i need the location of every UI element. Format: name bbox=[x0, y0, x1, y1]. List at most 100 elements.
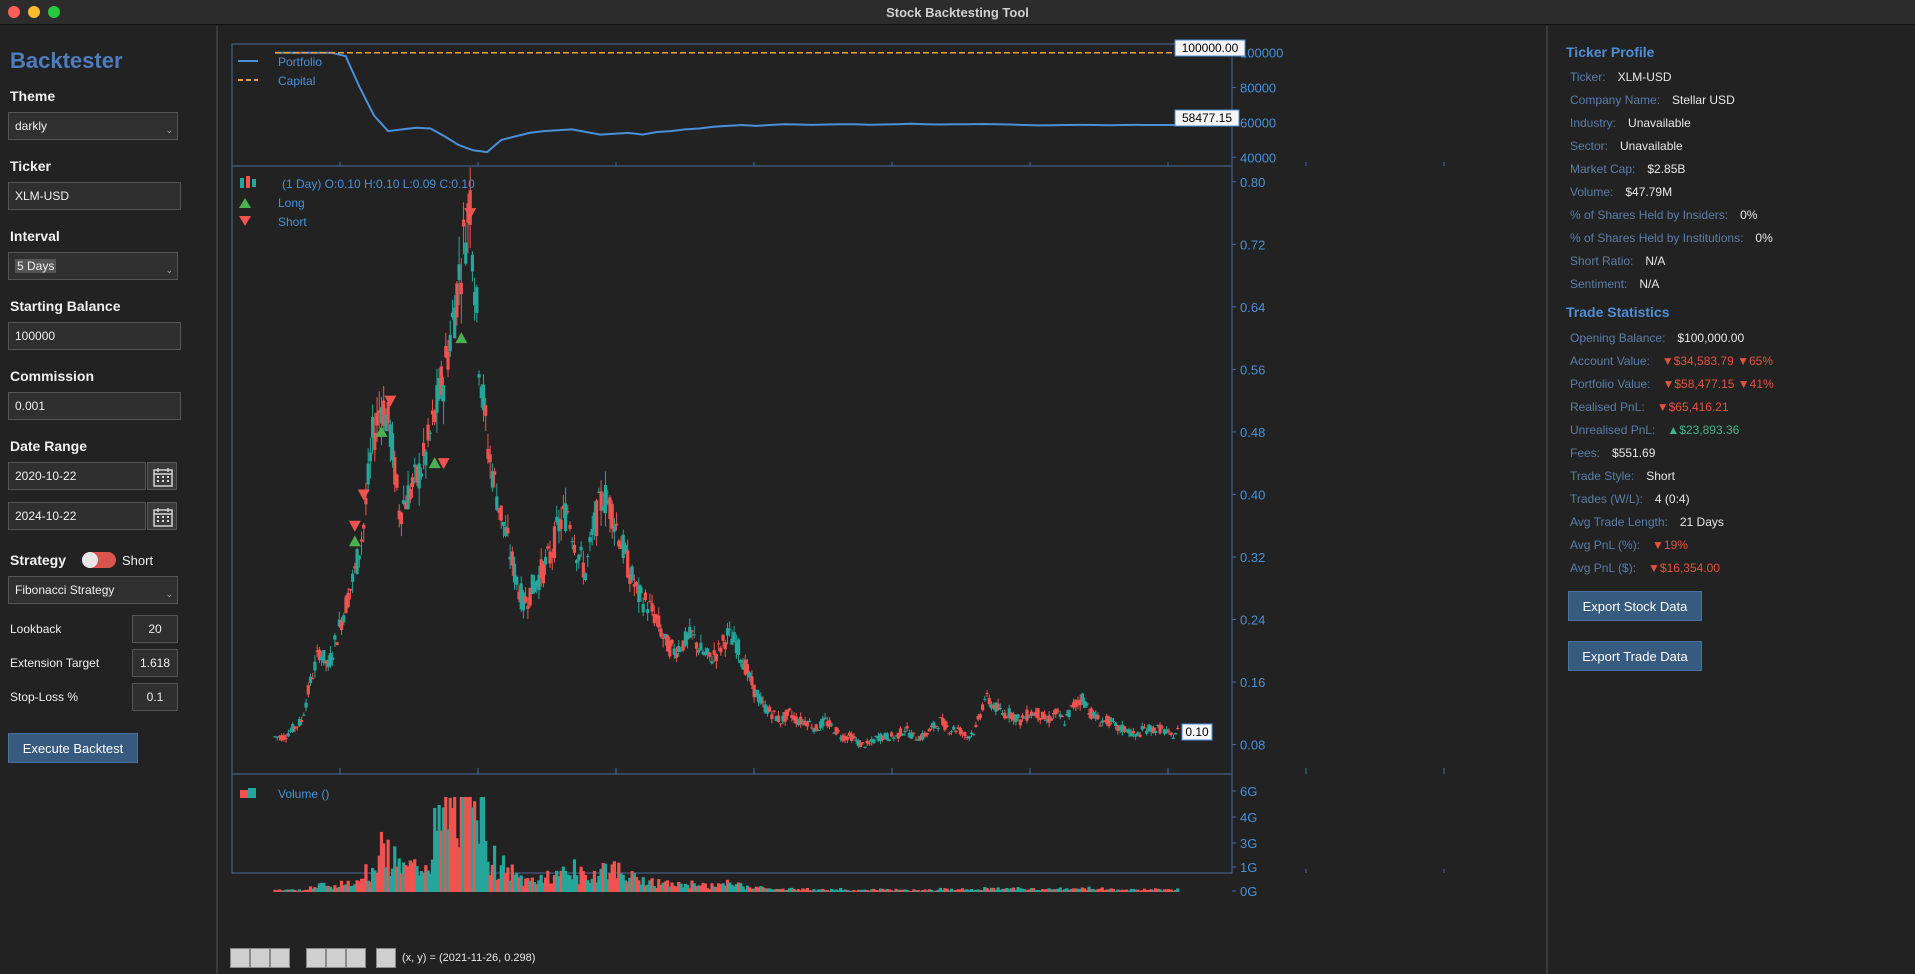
short-toggle[interactable] bbox=[82, 552, 116, 568]
volume-bar bbox=[291, 889, 295, 892]
volume-bar bbox=[504, 873, 508, 892]
candle-body bbox=[641, 604, 645, 613]
execute-backtest-button[interactable]: Execute Backtest bbox=[8, 733, 138, 763]
calendar-icon bbox=[153, 468, 173, 487]
volume-legend-icon bbox=[240, 788, 256, 798]
stop-loss-input[interactable]: 0.1 bbox=[132, 683, 178, 711]
date-range-label: Date Range bbox=[10, 438, 88, 454]
candle-body bbox=[998, 707, 1002, 709]
volume-bar bbox=[901, 889, 905, 892]
candle-body bbox=[304, 702, 308, 708]
candle-body bbox=[697, 649, 701, 653]
volume-bar bbox=[905, 889, 909, 892]
end-date-input[interactable]: 2024-10-22 bbox=[8, 502, 146, 530]
volume-bar bbox=[273, 889, 277, 892]
volume-bar bbox=[1138, 890, 1142, 892]
volume-bar bbox=[812, 889, 816, 892]
volume-bar bbox=[581, 871, 585, 892]
volume-bar bbox=[1065, 888, 1069, 892]
volume-bar bbox=[326, 885, 330, 892]
close-window-button[interactable] bbox=[8, 6, 20, 18]
candle-body bbox=[1049, 718, 1053, 721]
candle-body bbox=[1158, 724, 1162, 734]
interval-select[interactable]: 5 Days ⌄ bbox=[8, 252, 178, 280]
candle-body bbox=[1125, 729, 1129, 733]
volume-bar bbox=[1087, 886, 1091, 892]
volume-bar bbox=[510, 864, 514, 892]
candle-body bbox=[1018, 719, 1022, 726]
commission-input[interactable]: 0.001 bbox=[8, 392, 181, 420]
start-date-calendar-button[interactable] bbox=[147, 462, 177, 490]
volume-bar bbox=[694, 886, 699, 892]
volume-bar bbox=[583, 875, 588, 892]
stat-key: Fees: bbox=[1570, 446, 1601, 460]
volume-bar bbox=[508, 880, 512, 892]
volume-bar bbox=[690, 880, 694, 892]
candle-body bbox=[577, 554, 581, 561]
pan-button[interactable] bbox=[306, 948, 326, 968]
volume-bar bbox=[861, 889, 865, 892]
volume-bar bbox=[856, 889, 860, 892]
home-button[interactable] bbox=[230, 948, 250, 968]
theme-select[interactable]: darkly ⌄ bbox=[8, 112, 178, 140]
candle-body bbox=[475, 287, 479, 313]
candle-body bbox=[861, 742, 865, 744]
settings-sidebar: Backtester Theme darkly ⌄ Ticker XLM-USD… bbox=[0, 26, 218, 974]
volume-bar bbox=[648, 880, 652, 892]
forward-button[interactable] bbox=[270, 948, 290, 968]
price-tick-label: 0.16 bbox=[1240, 675, 1265, 690]
extension-target-input[interactable]: 1.618 bbox=[132, 649, 178, 677]
candle-body bbox=[586, 556, 590, 558]
volume-bar bbox=[422, 872, 426, 892]
strategy-select[interactable]: Fibonacci Strategy ⌄ bbox=[8, 576, 178, 604]
volume-bar bbox=[424, 865, 428, 892]
volume-bar bbox=[836, 890, 841, 892]
volume-bar bbox=[1003, 888, 1007, 892]
back-button[interactable] bbox=[250, 948, 270, 968]
volume-bar bbox=[967, 890, 971, 892]
candle-body bbox=[1051, 712, 1056, 715]
candle-body bbox=[592, 512, 597, 530]
volume-bar bbox=[954, 889, 958, 892]
volume-bar bbox=[544, 877, 548, 892]
candle-body bbox=[974, 724, 978, 727]
end-date-calendar-button[interactable] bbox=[147, 502, 177, 530]
minimize-window-button[interactable] bbox=[28, 6, 40, 18]
volume-bar bbox=[1027, 889, 1031, 892]
configure-subplots-button[interactable] bbox=[346, 948, 366, 968]
candle-body bbox=[1007, 708, 1011, 718]
volume-bar bbox=[668, 886, 672, 892]
export-stock-data-button[interactable]: Export Stock Data bbox=[1568, 591, 1702, 621]
ticker-input[interactable]: XLM-USD bbox=[8, 182, 181, 210]
volume-bar bbox=[759, 886, 763, 892]
profile-key: Short Ratio: bbox=[1570, 254, 1634, 268]
profile-key: Ticker: bbox=[1570, 70, 1606, 84]
volume-bar bbox=[992, 887, 996, 892]
candle-body bbox=[1069, 705, 1073, 707]
volume-bar bbox=[428, 874, 432, 892]
candle-body bbox=[1145, 730, 1149, 734]
short-entry-marker bbox=[437, 458, 450, 470]
theme-label: Theme bbox=[10, 88, 56, 104]
candle-body bbox=[404, 502, 408, 510]
starting-balance-input[interactable]: 100000 bbox=[8, 322, 181, 350]
candle-body bbox=[1154, 730, 1158, 734]
stat-row: Opening Balance: $100,000.00 bbox=[1570, 331, 1744, 345]
volume-bar bbox=[322, 882, 326, 892]
lookback-input[interactable]: 20 bbox=[132, 615, 178, 643]
start-date-input[interactable]: 2020-10-22 bbox=[8, 462, 146, 490]
maximize-window-button[interactable] bbox=[48, 6, 60, 18]
ticker-label: Ticker bbox=[10, 158, 51, 174]
zoom-button[interactable] bbox=[326, 948, 346, 968]
volume-bar bbox=[368, 881, 372, 892]
candle-body bbox=[311, 678, 315, 680]
volume-bar bbox=[1102, 890, 1107, 892]
volume-bar bbox=[626, 881, 630, 892]
candle-body bbox=[965, 736, 969, 738]
save-figure-button[interactable] bbox=[376, 948, 396, 968]
volume-bar bbox=[1085, 890, 1089, 892]
volume-bar bbox=[1049, 889, 1053, 892]
export-trade-data-button[interactable]: Export Trade Data bbox=[1568, 641, 1702, 671]
